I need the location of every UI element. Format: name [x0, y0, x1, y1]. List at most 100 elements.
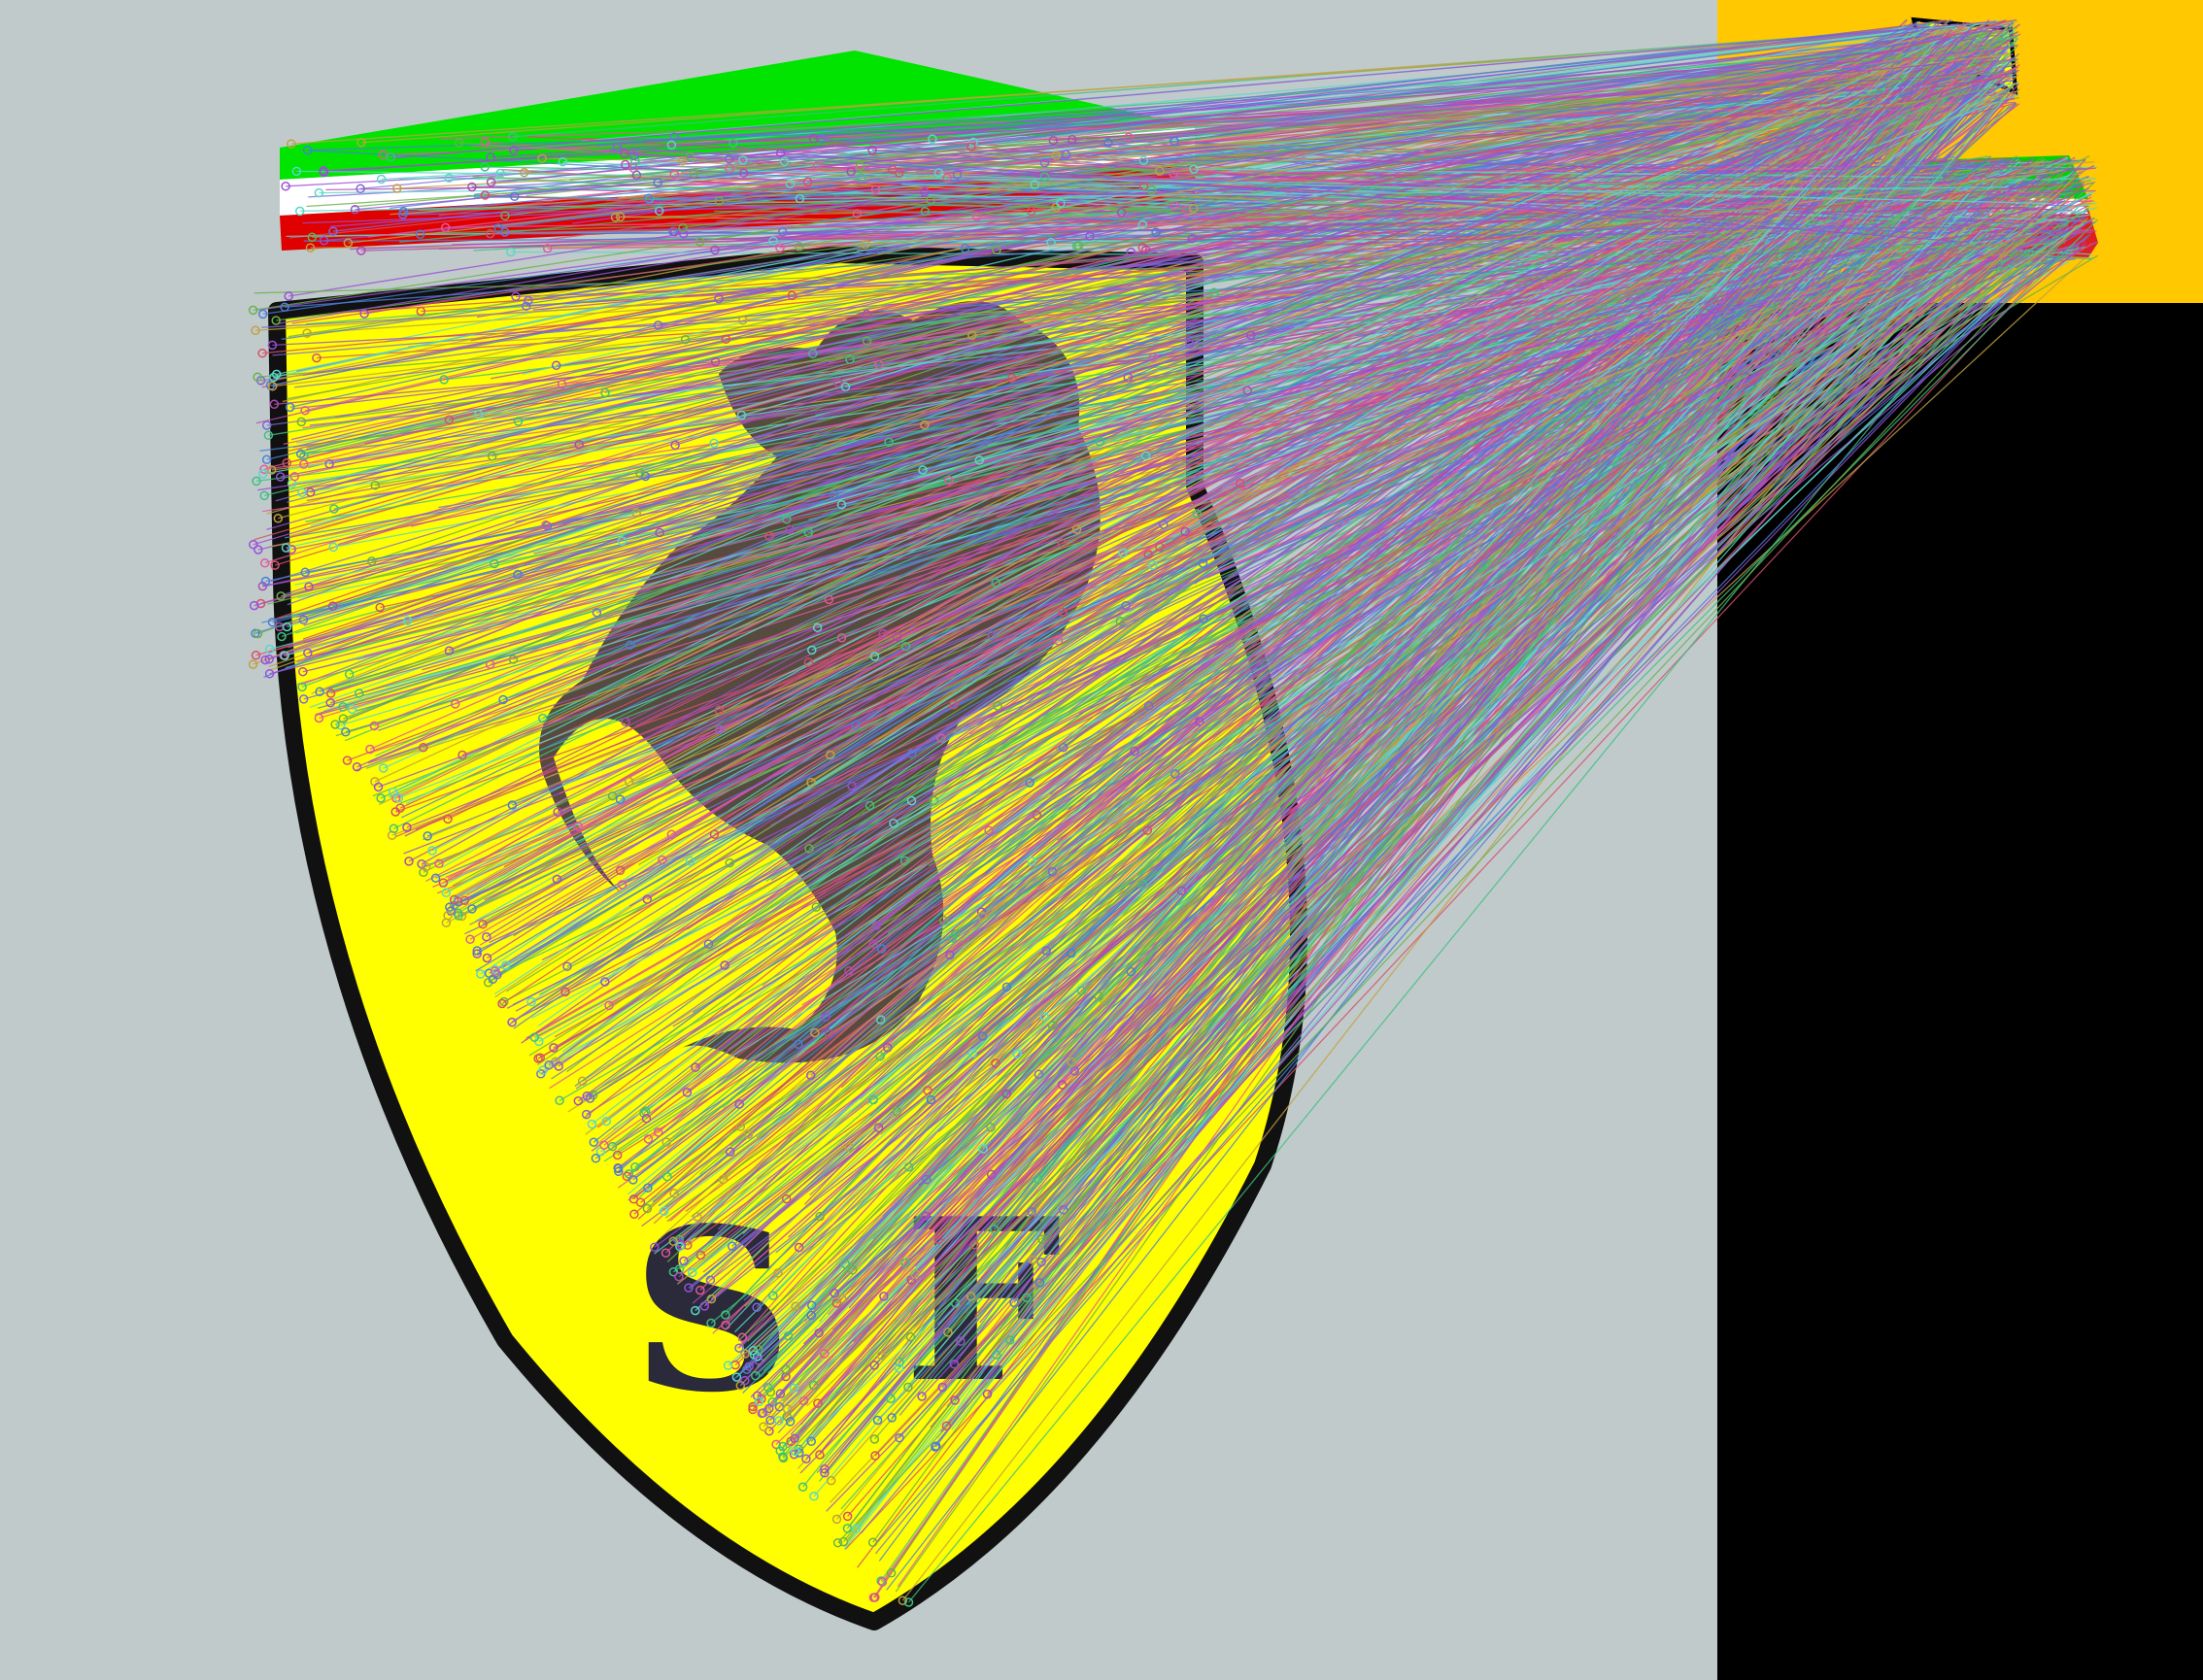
keypoint-marker [628, 1175, 638, 1185]
keypoint-marker [485, 228, 495, 239]
match-line [641, 50, 1938, 321]
keypoint-marker [855, 161, 865, 171]
keypoint-marker [542, 244, 553, 253]
keypoint-marker [923, 1086, 932, 1095]
keypoint-marker [709, 438, 719, 449]
keypoint-marker [1124, 132, 1134, 143]
keypoint-marker [289, 471, 300, 482]
keypoint-marker [641, 1114, 652, 1124]
keypoint-marker [836, 1294, 847, 1303]
keypoint-marker [740, 1375, 750, 1386]
match-line [285, 173, 2000, 656]
keypoint-marker [508, 655, 519, 664]
keypoint-marker [937, 1382, 947, 1393]
match-line [851, 51, 1918, 1336]
keypoint-marker [1189, 164, 1199, 174]
keypoint-marker [281, 182, 290, 191]
keypoint-marker [347, 704, 357, 715]
keypoint-marker [775, 148, 786, 158]
keypoint-marker [328, 226, 338, 236]
keypoint-marker [1027, 857, 1036, 866]
match-line [449, 35, 1933, 652]
keypoint-marker [691, 1305, 700, 1316]
keypoint-marker [390, 807, 400, 817]
keypoint-marker [684, 1283, 694, 1293]
match-line [348, 53, 2012, 244]
keypoint-marker [490, 966, 500, 976]
keypoint-marker [280, 302, 289, 312]
keypoint-marker [920, 206, 931, 217]
keypoint-marker [991, 1350, 1001, 1360]
match-line [303, 86, 1955, 626]
keypoint-marker [252, 476, 261, 487]
match-line [273, 24, 1911, 379]
keypoint-marker [287, 139, 296, 149]
keypoint-marker [607, 790, 618, 801]
keypoint-marker [813, 1398, 823, 1408]
keypoint-marker [947, 933, 958, 943]
keypoint-marker [832, 1537, 843, 1548]
keypoint-marker [493, 223, 504, 233]
match-line [705, 20, 1920, 571]
match-line [450, 40, 1952, 912]
keypoint-marker [607, 1141, 618, 1152]
keypoint-marker [721, 1310, 730, 1320]
keypoint-marker [989, 1225, 1000, 1234]
keypoint-marker [1073, 241, 1084, 251]
keypoint-marker [438, 878, 449, 888]
keypoint-marker [297, 682, 307, 692]
keypoint-marker [350, 205, 360, 215]
keypoint-marker [744, 1361, 754, 1371]
keypoint-marker [682, 1088, 693, 1097]
keypoint-marker [941, 1421, 952, 1431]
keypoint-marker [1138, 181, 1149, 191]
keypoint-marker [782, 1404, 793, 1414]
match-line [841, 217, 2088, 1299]
keypoint-marker [699, 1301, 710, 1311]
keypoint-marker [714, 705, 725, 716]
keypoint-marker [661, 1248, 671, 1258]
keypoint-marker [486, 152, 495, 162]
keypoint-marker [777, 227, 788, 237]
keypoint-marker [369, 721, 380, 731]
keypoint-marker [805, 1070, 816, 1081]
match-line [770, 204, 1946, 826]
keypoint-marker [808, 1380, 819, 1391]
keypoint-marker [342, 756, 353, 765]
keypoint-marker [810, 1027, 820, 1038]
match-line [272, 170, 2067, 387]
keypoint-marker [282, 457, 292, 468]
match-line [917, 226, 1992, 1397]
keypoint-marker [1138, 155, 1149, 166]
keypoint-marker [862, 309, 872, 319]
keypoint-marker [553, 807, 562, 817]
keypoint-marker [329, 504, 339, 514]
keypoint-marker [851, 720, 861, 730]
keypoint-marker [757, 1394, 766, 1404]
keypoint-marker [1155, 166, 1165, 176]
keypoint-marker [862, 336, 872, 346]
keypoint-marker [625, 640, 635, 650]
keypoint-marker [864, 800, 875, 811]
keypoint-marker [790, 1446, 800, 1457]
keypoint-marker [612, 143, 623, 152]
match-line [268, 69, 2006, 660]
keypoint-marker [727, 1241, 737, 1252]
keypoint-marker [759, 1422, 768, 1431]
match-line [862, 234, 2033, 815]
keypoint-marker [952, 170, 963, 180]
keypoint-marker [715, 724, 725, 734]
match-line [966, 100, 1925, 192]
keypoint-marker [1076, 986, 1087, 995]
keypoint-marker [738, 168, 749, 179]
match-line [566, 92, 1971, 967]
keypoint-marker [472, 949, 482, 958]
keypoint-marker [443, 814, 453, 824]
keypoint-marker [944, 475, 954, 486]
keypoint-marker [480, 162, 490, 172]
match-line [673, 82, 1933, 1194]
keypoint-marker [1067, 1057, 1077, 1067]
keypoint-marker [907, 749, 917, 758]
keypoint-marker [869, 1361, 880, 1370]
match-line [752, 184, 1994, 1352]
